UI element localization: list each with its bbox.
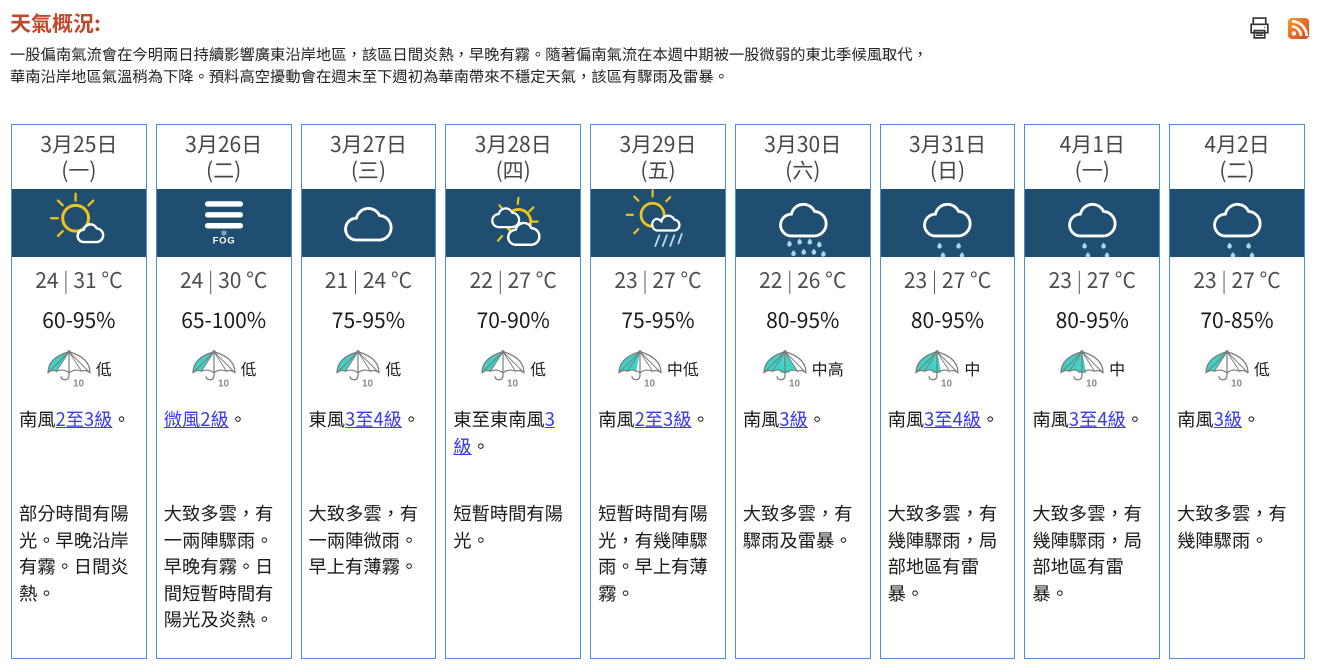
svg-text:10: 10 (507, 378, 519, 388)
svg-text:10: 10 (73, 378, 85, 388)
svg-text:10: 10 (644, 378, 656, 388)
svg-text:10: 10 (1086, 378, 1098, 388)
svg-text:❄: ❄ (220, 228, 227, 239)
svg-text:10: 10 (362, 378, 374, 388)
svg-text:10: 10 (941, 378, 953, 388)
svg-text:10: 10 (218, 378, 230, 388)
svg-text:10: 10 (789, 378, 801, 388)
svg-text:10: 10 (1231, 378, 1243, 388)
